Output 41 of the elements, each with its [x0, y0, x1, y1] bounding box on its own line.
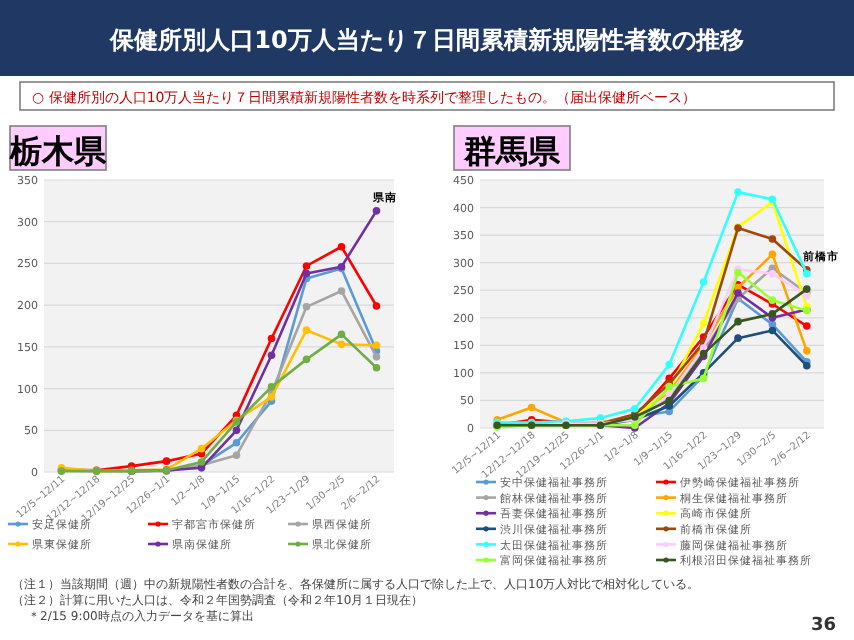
point: [302, 326, 311, 334]
point: [768, 235, 777, 243]
point: [803, 322, 811, 330]
point: [734, 334, 742, 342]
point: [267, 334, 276, 343]
point: [232, 451, 241, 460]
point: [232, 426, 241, 435]
point: [803, 347, 811, 355]
chart-title: 栃木県: [8, 132, 108, 170]
chart-title: 群馬県: [462, 132, 562, 170]
point: [768, 326, 777, 335]
point: [232, 439, 241, 447]
point: [372, 353, 381, 361]
point: [162, 457, 171, 465]
point: [768, 269, 777, 278]
point: [267, 351, 276, 359]
point: [372, 207, 381, 215]
point: [337, 242, 346, 251]
point: [337, 287, 346, 295]
point: [734, 317, 742, 326]
point: [768, 250, 777, 259]
point: [302, 355, 311, 364]
point: [372, 302, 381, 310]
point: [372, 341, 381, 349]
point: [734, 289, 742, 297]
point: [337, 340, 346, 349]
point: [302, 269, 311, 278]
point: [665, 360, 673, 369]
point: [699, 319, 708, 328]
point: [197, 444, 206, 453]
point: [631, 404, 639, 413]
point: [267, 383, 276, 391]
text: 保健所別人口10万人当たり７日間累積新規陽性者数の推移: [108, 26, 744, 54]
text: 36: [810, 616, 836, 636]
point: [372, 363, 381, 372]
point: [337, 330, 346, 339]
point: [734, 188, 742, 196]
point: [527, 403, 536, 412]
point: [302, 303, 311, 311]
point: [302, 262, 311, 270]
point: [699, 278, 708, 286]
